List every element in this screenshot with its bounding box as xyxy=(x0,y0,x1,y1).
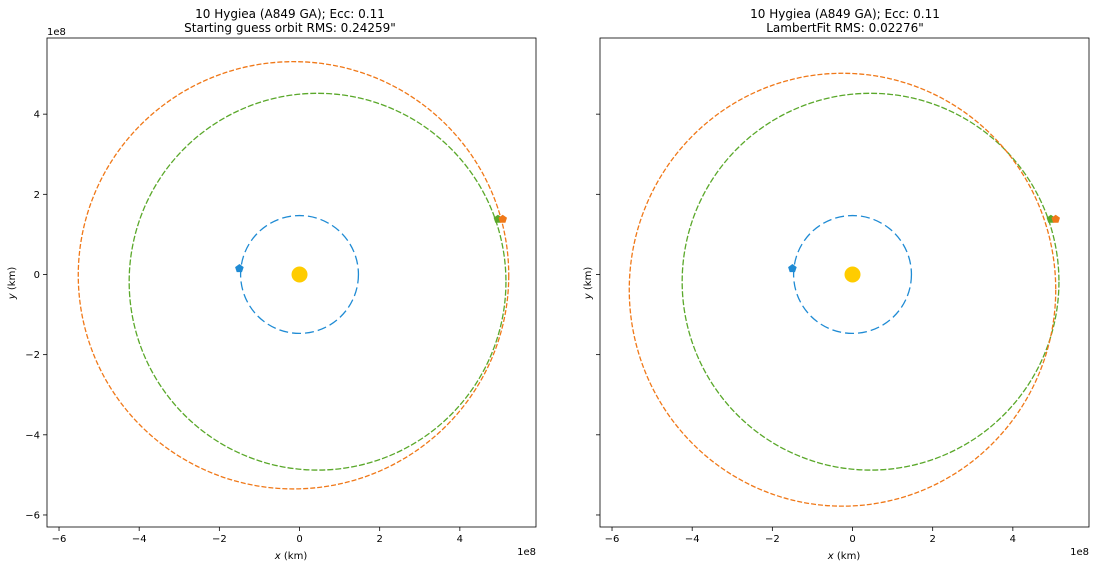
right-ticks: −6 −4 −2 0 2 4 xyxy=(596,113,1016,545)
x-tick-label: 4 xyxy=(1010,534,1016,545)
x-tick-label: −6 xyxy=(52,534,67,545)
x-tick-label: −4 xyxy=(132,534,147,545)
y-tick-label: −4 xyxy=(25,430,40,441)
position-marker-0 xyxy=(788,264,797,273)
orbit-line-0 xyxy=(792,214,913,335)
sun-marker xyxy=(291,266,308,283)
left-axes-frame xyxy=(46,37,537,528)
orbit-line-1 xyxy=(681,92,1060,471)
x-tick-label: −4 xyxy=(685,534,700,545)
left-plot-area xyxy=(77,60,510,490)
orbit-line-0 xyxy=(239,214,360,335)
left-title-line1: 10 Hygiea (A849 GA); Ecc: 0.11 xyxy=(195,7,385,21)
right-panel: 10 Hygiea (A849 GA); Ecc: 0.11 LambertFi… xyxy=(583,7,1090,562)
left-y-offset-text: 1e8 xyxy=(47,27,66,38)
right-title-line2: LambertFit RMS: 0.02276" xyxy=(766,21,924,35)
y-tick-label: 2 xyxy=(34,190,40,201)
right-axes-frame xyxy=(599,37,1090,528)
x-tick-label: −2 xyxy=(765,534,780,545)
right-title-line1: 10 Hygiea (A849 GA); Ecc: 0.11 xyxy=(750,7,940,21)
orbit-line-2 xyxy=(628,72,1057,507)
y-tick-label: −2 xyxy=(25,350,40,361)
position-marker-0 xyxy=(235,264,244,273)
x-tick-label: 4 xyxy=(457,534,463,545)
left-ticks: −6 −4 −2 0 2 4 −6 −4 −2 0 2 4 xyxy=(25,110,463,545)
left-x-offset-text: 1e8 xyxy=(517,547,536,558)
x-tick-label: 0 xyxy=(849,534,855,545)
y-tick-label: −6 xyxy=(25,510,40,521)
left-title-line2: Starting guess orbit RMS: 0.24259" xyxy=(184,21,396,35)
right-x-offset-text: 1e8 xyxy=(1070,547,1089,558)
left-ylabel: y (km) xyxy=(7,267,18,301)
right-plot-area xyxy=(628,72,1060,507)
position-marker-2 xyxy=(498,214,507,223)
position-marker-2 xyxy=(1051,214,1060,223)
x-tick-label: 2 xyxy=(376,534,382,545)
orbit-line-1 xyxy=(128,92,507,471)
x-tick-label: −2 xyxy=(212,534,227,545)
x-tick-label: 2 xyxy=(929,534,935,545)
sun-marker xyxy=(844,266,861,283)
left-xlabel: x (km) xyxy=(274,551,308,562)
orbit-line-2 xyxy=(77,60,510,490)
y-tick-label: 4 xyxy=(34,110,40,121)
x-tick-label: −6 xyxy=(605,534,620,545)
right-ylabel: y (km) xyxy=(583,267,594,301)
right-xlabel: x (km) xyxy=(827,551,861,562)
left-panel: 10 Hygiea (A849 GA); Ecc: 0.11 Starting … xyxy=(7,7,537,562)
x-tick-label: 0 xyxy=(296,534,302,545)
y-tick-label: 0 xyxy=(34,270,40,281)
